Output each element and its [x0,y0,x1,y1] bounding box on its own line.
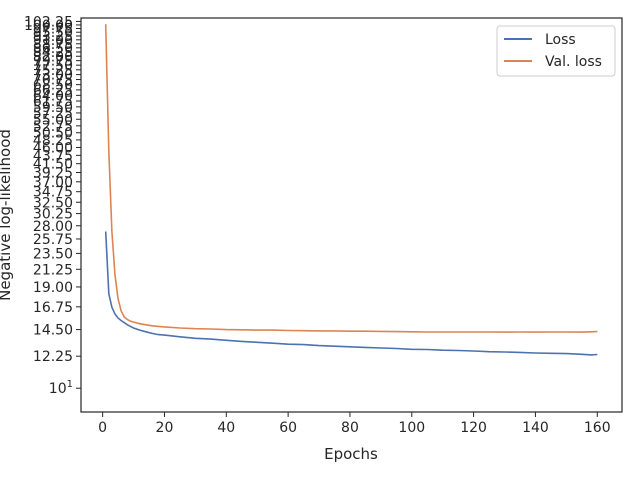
x-tick-label: 120 [460,420,487,436]
y-tick-label: 84.25 [33,45,73,61]
y-axis-label: Negative log-likelihood [0,129,14,301]
y-tick-label: 19.00 [33,280,73,296]
series-line-loss [104,231,598,356]
x-axis-ticks: 0 20 40 60 80 100 120 140 160 [98,412,611,436]
x-tick-label: 80 [341,420,359,436]
y-tick-label: 46.00 [33,140,73,156]
y-tick-label: 91.00 [33,33,73,49]
y-tick-label: 57.25 [33,106,73,122]
plot-frame [80,17,623,413]
y-tick-label: 82.00 [33,49,73,65]
y-tick-label: 32.50 [33,195,73,211]
x-tick-label: 160 [584,420,611,436]
x-tick-label: 20 [156,420,174,436]
y-tick-label: 59.50 [33,100,73,116]
x-tick-label: 140 [522,420,549,436]
y-tick-label: 64.00 [33,88,73,104]
y-tick-label: 48.25 [33,133,73,149]
y-tick-label: 41.50 [33,157,73,173]
y-tick-label: 50.50 [33,126,73,142]
series-layer [104,24,598,356]
y-axis-ticks: 10112.2514.5016.7519.0021.2523.5025.7528… [24,14,81,397]
y-tick-label: 21.25 [33,262,73,278]
y-tick-label: 25.75 [33,232,73,248]
y-tick-label: 73.00 [33,68,73,84]
y-tick-label: 95.50 [33,25,73,41]
y-tick-label: 39.25 [33,165,73,181]
y-tick-label: 28.00 [33,219,73,235]
y-tick-label: 102.25 [24,14,73,30]
y-tick-label: 70.75 [33,73,73,89]
y-tick-label: 23.50 [33,246,73,262]
y-tick-label: 79.75 [33,54,73,70]
x-axis-label: Epochs [324,445,378,463]
legend-label-val-loss: Val. loss [545,54,602,70]
y-tick-label: 30.25 [33,207,73,223]
y-tick-label: 61.75 [33,94,73,110]
y-tick-label: 14.50 [33,323,73,339]
series-line-val-loss [104,24,598,333]
y-tick-label: 97.75 [33,22,73,38]
y-tick-label: 55.00 [33,112,73,128]
x-tick-label: 60 [279,420,297,436]
y-tick-label: 12.25 [33,349,73,365]
y-tick-label: 16.75 [33,300,73,316]
y-tick-label: 77.50 [33,58,73,74]
y-tick-label: 100.00 [24,18,73,34]
x-tick-label: 100 [398,420,425,436]
y-tick-label: 52.75 [33,119,73,135]
y-tick-label: 75.25 [33,63,73,79]
x-tick-label: 0 [98,420,107,436]
x-tick-label: 40 [217,420,235,436]
y-tick-label: 86.50 [33,41,73,57]
y-tick-label: 37.00 [33,175,73,191]
y-tick-label: 43.75 [33,148,73,164]
y-tick-label: 34.75 [33,185,73,201]
y-tick-label: 88.75 [33,37,73,53]
y-tick-label: 93.25 [33,29,73,45]
legend-label-loss: Loss [545,32,576,48]
y-tick-label: 68.50 [33,78,73,94]
legend: Loss Val. loss [496,25,616,77]
y-tick-label: 66.25 [33,83,73,99]
